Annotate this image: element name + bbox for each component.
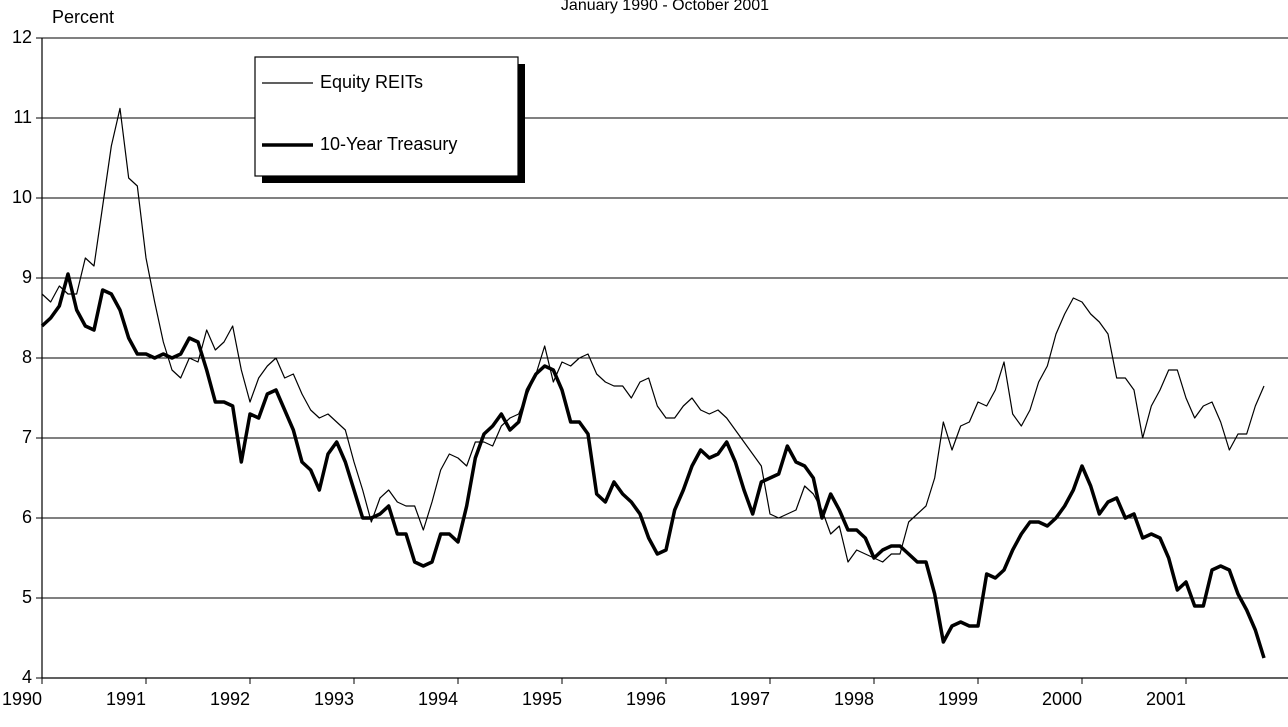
x-tick-label: 1995	[522, 689, 562, 709]
grid	[36, 37, 1288, 684]
y-tick-label: 7	[22, 427, 32, 447]
legend-box	[254, 56, 519, 177]
y-tick-label: 9	[22, 267, 32, 287]
y-tick-label: 11	[13, 107, 32, 127]
y-tick-label: 8	[22, 347, 32, 367]
x-tick-label: 1993	[314, 689, 354, 709]
x-tick-label: 1994	[418, 689, 458, 709]
x-tick-label: 1998	[834, 689, 874, 709]
x-tick-label: 2001	[1146, 689, 1186, 709]
x-tick-label: 1991	[106, 689, 146, 709]
series-line	[40, 272, 1266, 659]
chart-subtitle: January 1990 - October 2001	[561, 0, 769, 14]
y-tick-label: 4	[22, 667, 32, 687]
y-axis-label: Percent	[52, 7, 114, 27]
x-tick-label: 1990	[2, 689, 42, 709]
x-tick-label: 1996	[626, 689, 666, 709]
legend: Equity REITs 10-Year Treasury	[254, 56, 525, 183]
x-tick-label: 1999	[938, 689, 978, 709]
x-tick-label: 2000	[1042, 689, 1082, 709]
x-tick-label: 1997	[730, 689, 770, 709]
y-tick-label: 6	[22, 507, 32, 527]
series-line	[41, 107, 1265, 563]
lines	[40, 107, 1266, 659]
legend-label: 10-Year Treasury	[320, 134, 457, 154]
y-tick-label: 12	[12, 27, 32, 47]
y-tick-label: 10	[12, 187, 32, 207]
x-tick-label: 1992	[210, 689, 250, 709]
legend-label: Equity REITs	[320, 72, 423, 92]
y-tick-label: 5	[22, 587, 32, 607]
